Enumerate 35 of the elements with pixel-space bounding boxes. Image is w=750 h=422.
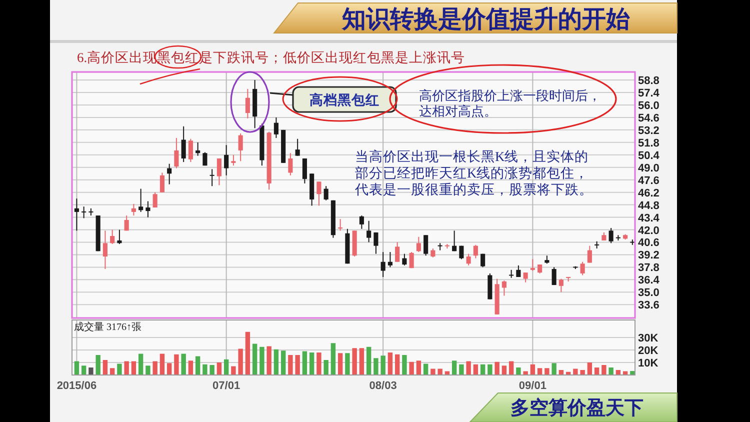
- y-tick-label: 30K: [638, 332, 658, 344]
- x-tick-label: 2015/06: [56, 380, 97, 392]
- banner-text: 多空算价盈天下: [510, 398, 644, 419]
- y-tick-label: 35.0: [638, 287, 660, 300]
- callout-text: 高档黑包红: [310, 92, 380, 108]
- banner-text: 知识转换是价值提升的开始: [342, 7, 630, 33]
- y-tick-label: 43.4: [638, 212, 660, 224]
- x-tick-label: 08/03: [369, 380, 397, 392]
- paragraph-text: 代表是一股很重的卖压，股票将下跌。: [355, 182, 593, 197]
- volume-label: 成交量 3176↑張: [74, 322, 142, 333]
- y-tick-label: 40.6: [638, 237, 660, 250]
- paragraph-text: 部分已经把昨天红K线的涨势都包住，: [355, 166, 589, 180]
- y-tick-label: 50.4: [638, 150, 660, 162]
- y-tick-label: 37.8: [638, 262, 660, 274]
- y-tick-label: 44.8: [638, 200, 660, 212]
- y-tick-label: 39.2: [638, 250, 660, 262]
- note-text: 达相对高点。: [419, 104, 497, 118]
- y-tick-label: 51.8: [638, 137, 660, 150]
- y-tick-label: 33.6: [638, 300, 660, 312]
- y-tick-label: 36.4: [638, 274, 660, 287]
- y-tick-label: 49.0: [638, 162, 660, 174]
- y-tick-label: 54.6: [638, 112, 660, 124]
- note-text: 高价区指股价上涨一段时间后，: [419, 88, 601, 103]
- y-tick-label: 57.4: [638, 88, 660, 100]
- paragraph-text: 当高价区出现一根长黑K线，且实体的: [355, 149, 589, 164]
- y-tick-label: 58.8: [638, 75, 660, 88]
- y-tick-label: 20K: [638, 345, 658, 357]
- y-tick-label: 46.2: [638, 187, 660, 200]
- y-tick-label: 47.6: [638, 174, 660, 187]
- y-tick-label: 10K: [638, 358, 658, 370]
- y-tick-label: 56.0: [638, 100, 660, 112]
- x-tick-label: 09/01: [518, 380, 546, 392]
- x-tick-label: 07/01: [212, 380, 240, 392]
- y-tick-label: 42.0: [638, 224, 660, 237]
- y-tick-label: 53.2: [638, 124, 660, 137]
